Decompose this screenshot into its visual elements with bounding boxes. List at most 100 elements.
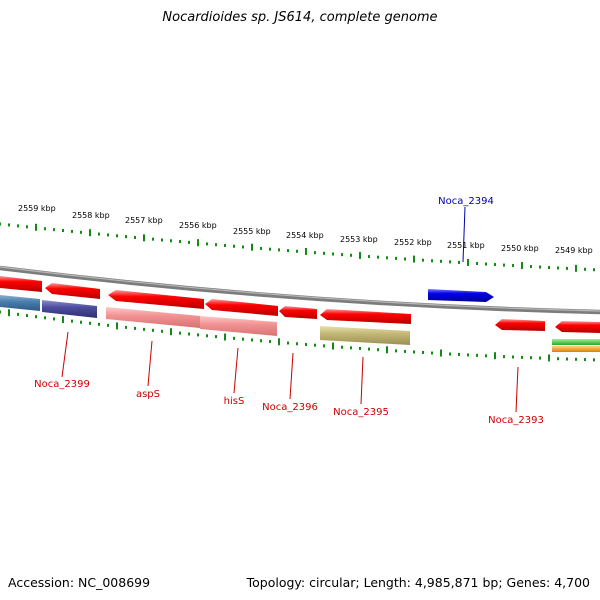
- outer-ring-minor-tick: [377, 255, 379, 259]
- accession-text: Accession: NC_008699: [8, 575, 151, 590]
- leader-noca-2394: [462, 206, 466, 263]
- outer-ring-minor-tick: [206, 242, 208, 246]
- gene-label-noca-2396[interactable]: Noca_2396: [262, 402, 318, 413]
- gene-noca-2399-arrow[interactable]: [45, 283, 100, 299]
- label-leader-lines: [61, 206, 519, 413]
- inner-ring-minor-tick: [0, 310, 1, 314]
- gene-noca-2393-arrow[interactable]: [495, 319, 545, 331]
- tick-label-2550: 2550 kbp: [501, 244, 539, 253]
- outer-ring-minor-tick: [458, 260, 460, 264]
- gene-noca-2396-arrow[interactable]: [279, 306, 317, 319]
- inner-ring-minor-tick: [296, 342, 298, 346]
- outer-ring-minor-tick: [332, 252, 334, 256]
- gene-label-noca-2399[interactable]: Noca_2399: [34, 379, 90, 390]
- outer-ring-minor-tick: [0, 222, 1, 226]
- inner-ring-minor-tick: [17, 312, 19, 316]
- feature-bar-aspS[interactable]: [106, 307, 200, 328]
- outer-ring-minor-tick: [215, 243, 217, 247]
- gene-labels: Noca_2399 aspS hisS Noca_2396 Noca_2395 …: [34, 196, 544, 426]
- outer-ring-minor-tick: [224, 243, 226, 247]
- outer-ring-minor-tick: [539, 265, 541, 269]
- inner-ring-minor-tick: [80, 320, 82, 324]
- inner-ring-minor-tick: [89, 321, 91, 325]
- gene-aspS-arrow[interactable]: [108, 290, 204, 309]
- inner-ring-minor-tick: [215, 335, 217, 339]
- gene-noca-2394[interactable]: [428, 289, 494, 302]
- inner-ring-minor-tick: [359, 346, 361, 350]
- feature-bar-orange[interactable]: [552, 346, 600, 352]
- outer-ring-minor-tick: [17, 224, 19, 228]
- gene-arrow-left-edge[interactable]: [0, 276, 42, 292]
- gene-label-aspS[interactable]: aspS: [136, 389, 160, 400]
- outer-ring-minor-tick: [287, 249, 289, 253]
- outer-ring-minor-tick: [8, 223, 10, 227]
- inner-ring-minor-tick: [449, 352, 451, 356]
- outer-ring-minor-tick: [152, 237, 154, 241]
- inner-ring-minor-tick: [323, 344, 325, 348]
- tick-label-2549: 2549 kbp: [555, 246, 593, 255]
- inner-ring-minor-tick: [431, 351, 433, 355]
- outer-ring-minor-tick: [71, 229, 73, 233]
- inner-ring-major-tick: [548, 354, 550, 362]
- inner-ring-minor-tick: [188, 332, 190, 336]
- tick-label-2555: 2555 kbp: [233, 227, 271, 236]
- outer-ring-major-tick: [89, 229, 91, 237]
- outer-ring-minor-tick: [404, 257, 406, 261]
- gene-noca-2395-arrow[interactable]: [320, 309, 411, 324]
- inner-ring-major-tick: [116, 322, 118, 330]
- inner-ring-minor-tick: [350, 346, 352, 350]
- inner-ring-minor-tick: [143, 327, 145, 331]
- inner-ring-minor-tick: [152, 328, 154, 332]
- leader-noca-2399: [61, 331, 69, 378]
- gene-label-hisS[interactable]: hisS: [224, 396, 245, 407]
- inner-ring-minor-tick: [593, 358, 595, 362]
- feature-bar-steel[interactable]: [0, 295, 40, 311]
- inner-ring-minor-tick: [467, 353, 469, 357]
- gene-hisS-arrow[interactable]: [205, 299, 278, 316]
- leader-noca-2396: [289, 352, 294, 400]
- gene-arrow-right-edge[interactable]: [555, 321, 600, 333]
- feature-bar-purple[interactable]: [42, 300, 97, 318]
- outer-ring-minor-tick: [395, 256, 397, 260]
- inner-ring-minor-tick: [53, 317, 55, 321]
- feature-bar-green[interactable]: [552, 339, 600, 345]
- inner-ring-minor-tick: [377, 348, 379, 352]
- feature-bar-olive[interactable]: [320, 326, 410, 345]
- gene-label-noca-2393[interactable]: Noca_2393: [488, 415, 544, 426]
- outer-ring-minor-tick: [440, 259, 442, 263]
- inner-ring-minor-tick: [287, 341, 289, 345]
- inner-ring-minor-tick: [107, 323, 109, 327]
- outer-ring-minor-tick: [44, 227, 46, 231]
- inner-ring-minor-tick: [584, 358, 586, 362]
- outer-ring-major-tick: [521, 262, 523, 270]
- outer-ring-minor-tick: [179, 240, 181, 244]
- feature-bar-hisS[interactable]: [200, 316, 277, 336]
- inner-ring-minor-tick: [251, 338, 253, 342]
- reverse-strand-genes: [0, 276, 600, 333]
- inner-ring-minor-tick: [26, 314, 28, 318]
- leader-noca-2393: [515, 366, 519, 413]
- outer-ring-minor-tick: [116, 234, 118, 238]
- outer-ring-minor-tick: [593, 268, 595, 272]
- inner-ring-major-tick: [170, 328, 172, 336]
- inner-ring-minor-tick: [341, 345, 343, 349]
- outer-ring-minor-tick: [431, 259, 433, 263]
- genome-backbone-highlight: [0, 266, 600, 312]
- gene-label-noca-2394[interactable]: Noca_2394: [438, 196, 494, 207]
- outer-ring-minor-tick: [98, 232, 100, 236]
- outer-ring-minor-tick: [548, 265, 550, 269]
- inner-ring-major-tick: [386, 346, 388, 354]
- outer-ring-minor-tick: [512, 264, 514, 268]
- outer-ring-major-tick: [35, 223, 37, 231]
- tick-label-2553: 2553 kbp: [340, 235, 378, 244]
- inner-ring-minor-tick: [575, 357, 577, 361]
- outer-ring-minor-tick: [386, 256, 388, 260]
- outer-ring-minor-tick: [368, 255, 370, 259]
- inner-ring-minor-tick: [368, 347, 370, 351]
- gene-label-noca-2395[interactable]: Noca_2395: [333, 407, 389, 418]
- inner-tick-ring: [0, 309, 595, 362]
- outer-ring-minor-tick: [269, 247, 271, 251]
- outer-ring-minor-tick: [80, 230, 82, 234]
- outer-ring-minor-tick: [530, 265, 532, 269]
